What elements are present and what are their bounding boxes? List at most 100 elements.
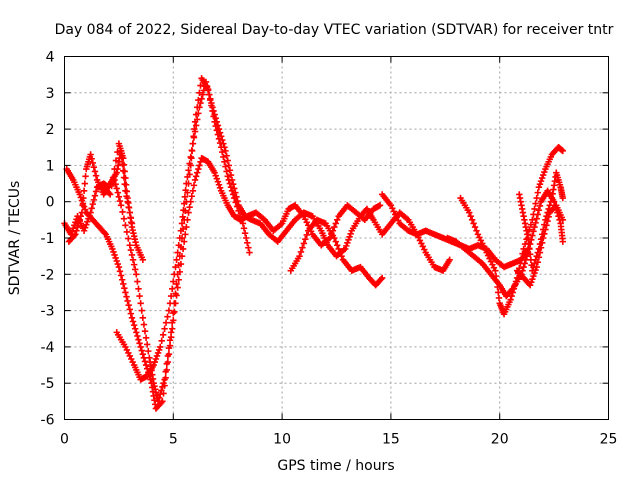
- x-tick-label: 20: [491, 432, 509, 448]
- data-point: [194, 116, 201, 123]
- data-point: [112, 254, 119, 262]
- data-point: [135, 336, 142, 343]
- data-point: [347, 230, 354, 237]
- data-point: [221, 158, 228, 165]
- data-point: [223, 152, 230, 159]
- data-point: [208, 99, 215, 107]
- data-point: [140, 354, 148, 361]
- data-point: [345, 236, 352, 244]
- data-point: [244, 239, 251, 247]
- data-point: [161, 382, 168, 389]
- data-point: [212, 115, 219, 122]
- data-point: [299, 244, 306, 251]
- series-track-9: [457, 144, 567, 318]
- data-point: [190, 134, 198, 141]
- data-point: [300, 240, 308, 247]
- x-tick-label: 10: [273, 432, 291, 448]
- data-point: [202, 78, 210, 86]
- data-point: [118, 276, 126, 283]
- data-point: [122, 174, 129, 182]
- data-point: [73, 227, 80, 234]
- data-point: [559, 147, 567, 155]
- data-point: [530, 228, 537, 235]
- data-point: [303, 231, 310, 239]
- data-point: [109, 174, 117, 181]
- data-point: [466, 209, 473, 216]
- data-point: [171, 308, 178, 316]
- data-point: [119, 208, 126, 216]
- data-point: [122, 289, 129, 296]
- data-point: [530, 272, 537, 280]
- data-point: [470, 220, 477, 227]
- data-point: [129, 318, 137, 325]
- data-point: [165, 350, 173, 358]
- data-point: [154, 349, 162, 357]
- series-track-6: [287, 216, 386, 289]
- data-point: [129, 256, 137, 263]
- data-point: [346, 233, 353, 240]
- data-point: [530, 211, 537, 218]
- data-point: [336, 249, 344, 256]
- y-axis-label: SDTVAR / TECUs: [7, 181, 23, 296]
- y-tick-label: 1: [46, 158, 55, 174]
- data-point: [127, 246, 135, 254]
- data-point: [559, 216, 567, 224]
- data-point: [533, 194, 540, 202]
- data-point: [124, 297, 131, 305]
- data-point: [173, 292, 180, 299]
- data-point: [80, 187, 88, 195]
- data-point: [187, 198, 194, 205]
- data-point: [123, 188, 131, 195]
- data-point: [507, 296, 514, 303]
- data-point: [197, 99, 204, 107]
- data-point: [153, 352, 161, 360]
- data-point: [135, 285, 142, 293]
- data-point: [531, 223, 538, 231]
- data-point: [226, 167, 234, 174]
- data-point: [471, 223, 479, 231]
- y-tick-label: 2: [46, 122, 55, 138]
- data-point: [214, 122, 222, 129]
- data-point: [528, 278, 535, 286]
- data-point: [211, 169, 218, 176]
- data-point: [495, 289, 502, 296]
- data-point: [227, 171, 235, 179]
- data-point: [219, 136, 226, 144]
- data-point: [210, 107, 217, 115]
- data-point: [139, 256, 147, 263]
- y-tick-label: 3: [46, 86, 55, 102]
- data-point: [185, 167, 192, 174]
- data-point: [178, 252, 186, 260]
- data-point: [177, 260, 185, 268]
- data-point: [241, 229, 249, 237]
- data-point: [125, 235, 132, 242]
- data-point: [520, 245, 527, 253]
- data-point: [220, 140, 227, 147]
- x-tick-label: 25: [600, 432, 618, 448]
- data-point: [533, 263, 540, 271]
- data-point: [209, 104, 216, 111]
- data-point: [126, 306, 133, 313]
- data-point: [224, 157, 231, 164]
- data-point: [136, 292, 143, 300]
- data-point: [526, 251, 534, 258]
- data-point: [189, 187, 197, 195]
- data-point: [75, 220, 82, 227]
- data-point: [133, 329, 140, 336]
- data-point: [174, 249, 181, 256]
- data-point: [90, 196, 98, 204]
- data-point: [525, 240, 532, 247]
- data-point: [171, 271, 178, 278]
- data-point: [188, 193, 195, 200]
- data-point: [529, 216, 536, 224]
- data-point: [526, 245, 533, 253]
- data-point: [114, 148, 121, 156]
- data-point: [136, 340, 143, 347]
- data-point: [109, 245, 116, 253]
- y-tick-label: -4: [41, 340, 55, 356]
- data-point: [152, 355, 160, 363]
- data-point: [110, 248, 117, 256]
- data-point: [535, 254, 543, 261]
- data-point: [334, 216, 341, 224]
- data-point: [89, 159, 96, 167]
